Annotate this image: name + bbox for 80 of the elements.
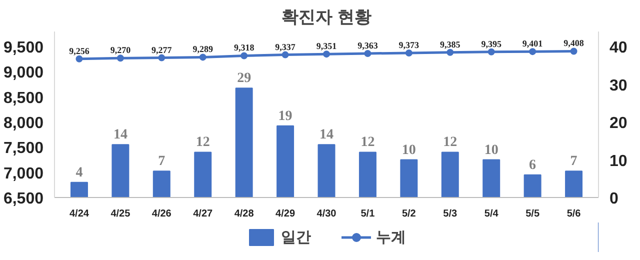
- x-tick-label: 5/6: [566, 208, 582, 220]
- y-tick-label: 8,000: [3, 115, 44, 132]
- y2-tick-label: 20: [610, 115, 628, 132]
- legend-label: 누계: [376, 228, 406, 246]
- y2-tick-label: 30: [610, 77, 628, 94]
- data-label: 7: [570, 154, 578, 170]
- bar: [235, 88, 253, 198]
- x-tick-label: 5/1: [360, 208, 376, 220]
- bar: [565, 170, 583, 198]
- bar: [400, 159, 418, 198]
- x-tick-label: 4/26: [152, 208, 172, 220]
- data-label: 9,270: [110, 45, 132, 56]
- y-tick-label: 7,000: [3, 165, 44, 182]
- data-label: 12: [443, 135, 458, 150]
- data-label: 14: [113, 128, 128, 143]
- data-label: 7: [158, 154, 166, 170]
- data-label: 10: [402, 142, 416, 158]
- x-tick-label: 5/5: [526, 208, 540, 220]
- data-label: 9,318: [234, 42, 255, 53]
- x-tick-label: 4/28: [234, 208, 254, 220]
- bar: [318, 144, 336, 198]
- point: [76, 55, 83, 62]
- data-label: 9,373: [398, 40, 420, 50]
- x-tick-label: 4/30: [316, 208, 337, 220]
- point: [570, 48, 578, 55]
- y-tick-label: 8,500: [3, 90, 44, 107]
- point: [446, 48, 454, 56]
- x-tick-label: 4/25: [110, 208, 131, 220]
- y-tick-label: 9,500: [3, 40, 44, 57]
- bar: [358, 152, 376, 198]
- data-label: 19: [278, 108, 292, 124]
- data-label: 9,395: [481, 38, 502, 49]
- data-label: 9,256: [69, 46, 90, 56]
- data-label: 9,363: [358, 40, 378, 50]
- data-label: 6: [529, 158, 536, 173]
- y2-tick-label: 0: [610, 190, 618, 208]
- y-tick-label: 7,500: [3, 140, 44, 158]
- point: [199, 54, 206, 61]
- bar: [194, 152, 212, 198]
- data-label: 9,401: [522, 38, 544, 49]
- x-tick-label: 5/4: [484, 208, 499, 220]
- y-tick-label: 9,000: [3, 64, 44, 82]
- data-label: 4: [76, 165, 83, 180]
- point: [405, 49, 412, 56]
- bar: [441, 152, 459, 198]
- point: [240, 52, 248, 60]
- point: [282, 51, 289, 58]
- data-label: 9,277: [152, 44, 172, 55]
- bar: [112, 144, 130, 198]
- point: [116, 54, 124, 62]
- point: [158, 54, 166, 62]
- data-label: 9,351: [316, 41, 338, 52]
- data-label: 12: [360, 135, 375, 150]
- y2-tick-label: 10: [610, 152, 628, 170]
- data-label: 9,385: [440, 39, 461, 50]
- data-label: 9,408: [564, 38, 584, 48]
- x-tick-label: 5/3: [443, 208, 458, 220]
- point: [364, 50, 372, 57]
- bar: [482, 159, 500, 198]
- y-tick-label: 6,500: [3, 190, 44, 208]
- bar: [152, 170, 170, 198]
- x-tick-label: 5/2: [402, 208, 416, 220]
- data-label: 9,337: [275, 42, 296, 52]
- bar: [70, 182, 88, 198]
- bar: [524, 174, 542, 198]
- chart-title: 확진자 현황: [282, 8, 372, 26]
- data-label: 9,289: [192, 44, 214, 54]
- x-tick-label: 4/29: [276, 208, 296, 220]
- point: [529, 48, 536, 56]
- legend-label: 일간: [281, 228, 311, 246]
- point: [488, 48, 495, 56]
- data-label: 29: [237, 71, 252, 86]
- x-tick-label: 4/24: [69, 208, 90, 220]
- point: [323, 50, 330, 58]
- bar: [276, 125, 294, 198]
- x-tick-label: 4/27: [193, 208, 214, 220]
- y2-tick-label: 40: [610, 40, 628, 57]
- data-label: 14: [320, 128, 334, 143]
- data-label: 12: [196, 135, 210, 150]
- data-label: 10: [484, 142, 498, 158]
